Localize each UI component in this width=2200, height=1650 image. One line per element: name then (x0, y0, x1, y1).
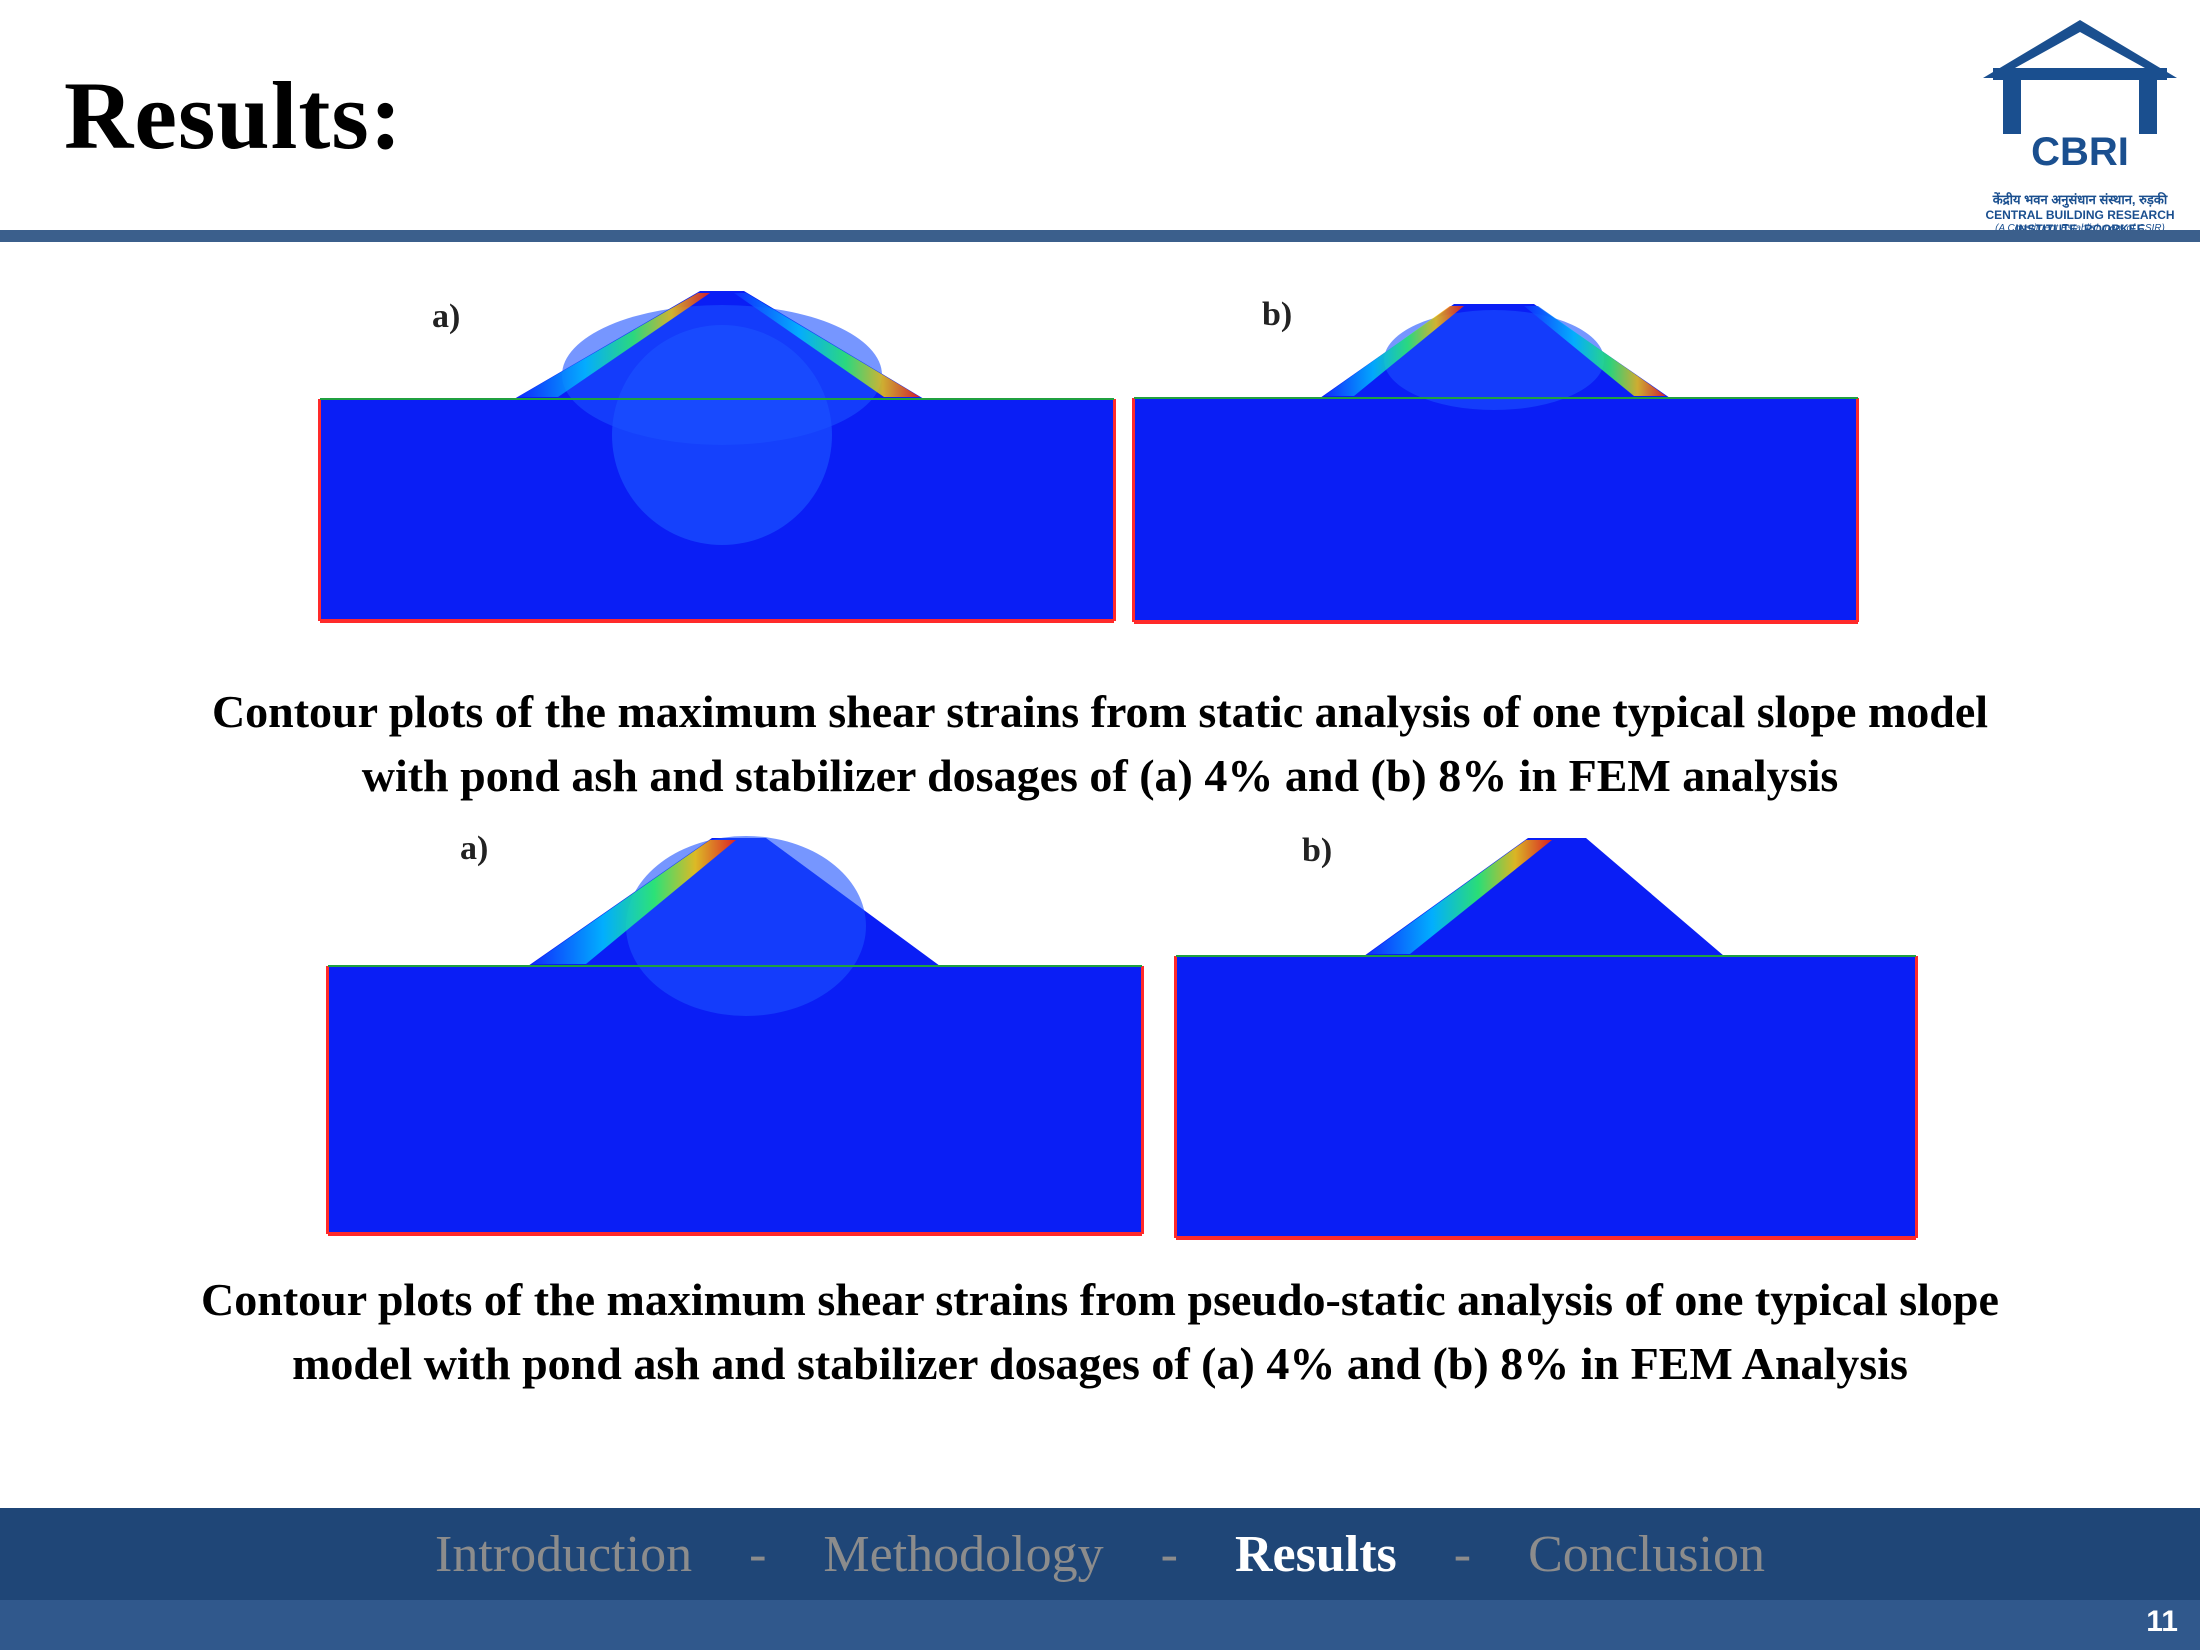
section-navigation: Introduction - Methodology - Results - C… (0, 1525, 2200, 1584)
pseudo-static-contour-plot-b (1174, 838, 1918, 1240)
nav-separator: - (749, 1526, 767, 1583)
nav-separator: - (1453, 1526, 1472, 1583)
footer-lower-bar (0, 1600, 2200, 1650)
static-contour-plot-a (318, 291, 1116, 623)
logo-acronym: CBRI (2031, 130, 2129, 174)
static-plot-b-label: b) (1262, 296, 1293, 333)
slide-title: Results: (64, 62, 403, 169)
nav-methodology[interactable]: Methodology (823, 1526, 1104, 1583)
nav-conclusion[interactable]: Conclusion (1528, 1526, 1765, 1583)
static-caption-line2: with pond ash and stabilizer dosages of … (361, 750, 1839, 801)
pseudo-static-plot-a-label: a) (460, 830, 489, 867)
pseudo-static-plot-b-label: b) (1302, 832, 1333, 869)
logo-tagline: (A Constituent Establishment of CSIR) (1995, 223, 2165, 234)
header-divider (0, 230, 2200, 242)
pseudo-static-caption-line1: Contour plots of the maximum shear strai… (201, 1274, 1999, 1325)
nav-separator: - (1160, 1526, 1178, 1583)
house-roof-icon (1983, 20, 2177, 134)
page-number: 11 (2146, 1605, 2178, 1638)
pseudo-static-contour-plot-a (326, 836, 1144, 1236)
cbri-logo: CBRI केंद्रीय भवन अनुसंधान संस्थान, रुड़… (1975, 18, 2185, 236)
nav-results[interactable]: Results (1234, 1526, 1397, 1583)
logo-hindi-name: केंद्रीय भवन अनुसंधान संस्थान, रुड़की (1992, 192, 2168, 207)
static-contour-plot-b (1132, 304, 1859, 624)
static-plot-a-label: a) (432, 298, 461, 335)
static-caption-line1: Contour plots of the maximum shear strai… (211, 686, 1989, 737)
nav-introduction[interactable]: Introduction (435, 1526, 693, 1583)
pseudo-static-caption-line2: model with pond ash and stabilizer dosag… (292, 1338, 1908, 1389)
